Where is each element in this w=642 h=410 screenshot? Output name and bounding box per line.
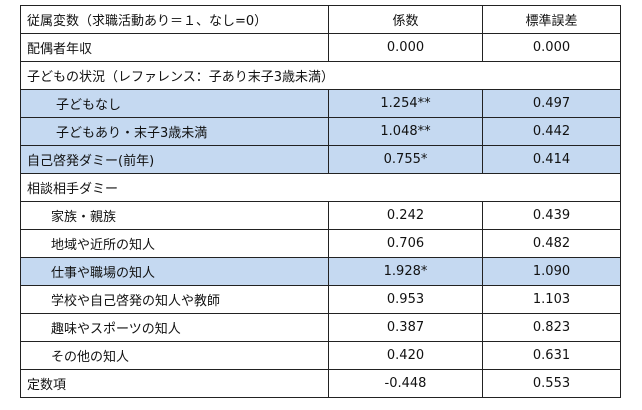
row-label: 仕事や職場の知人 — [20, 257, 329, 286]
row-coefficient: 1.048** — [328, 117, 483, 146]
section-row: 子どもの状況（レファレンス：子あり末子3歳未満） — [20, 61, 621, 90]
section-row: 相談相手ダミー — [20, 173, 621, 202]
row-std-error: 0.497 — [482, 89, 621, 118]
row-std-error: 0.442 — [482, 117, 621, 146]
row-label: 家族・親族 — [20, 201, 329, 230]
row-label: その他の知人 — [20, 341, 329, 370]
header-std-error: 標準誤差 — [482, 5, 621, 34]
table-row: その他の知人 0.420 0.631 — [20, 341, 621, 370]
table-row: 趣味やスポーツの知人 0.387 0.823 — [20, 313, 621, 342]
table-row-highlighted: 自己啓発ダミー(前年) 0.755* 0.414 — [20, 145, 621, 174]
header-variable: 従属変数（求職活動あり＝１、なし=0） — [20, 5, 329, 34]
row-std-error: 0.000 — [482, 33, 621, 62]
table-row-highlighted: 子どもあり・末子3歳未満 1.048** 0.442 — [20, 117, 621, 146]
row-label: 定数項 — [20, 369, 329, 398]
row-coefficient: 0.242 — [328, 201, 483, 230]
row-label: 子どもなし — [20, 89, 329, 118]
row-label: 学校や自己啓発の知人や教師 — [20, 285, 329, 314]
row-label: 趣味やスポーツの知人 — [20, 313, 329, 342]
row-std-error: 1.090 — [482, 257, 621, 286]
row-std-error: 0.553 — [482, 369, 621, 398]
row-std-error: 0.414 — [482, 145, 621, 174]
section-label: 相談相手ダミー — [20, 173, 329, 202]
row-std-error: 0.823 — [482, 313, 621, 342]
row-coefficient: 0.953 — [328, 285, 483, 314]
row-coefficient: 0.706 — [328, 229, 483, 258]
row-std-error: 0.631 — [482, 341, 621, 370]
header-coefficient: 係数 — [328, 5, 483, 34]
regression-table: 従属変数（求職活動あり＝１、なし=0） 係数 標準誤差 配偶者年収 0.000 … — [20, 5, 621, 398]
row-coefficient: 0.387 — [328, 313, 483, 342]
table-row-highlighted: 仕事や職場の知人 1.928* 1.090 — [20, 257, 621, 286]
row-coefficient: -0.448 — [328, 369, 483, 398]
regression-table-container: 従属変数（求職活動あり＝１、なし=0） 係数 標準誤差 配偶者年収 0.000 … — [20, 5, 621, 398]
table-row: 家族・親族 0.242 0.439 — [20, 201, 621, 230]
section-label: 子どもの状況（レファレンス：子あり末子3歳未満） — [20, 61, 334, 90]
row-coefficient: 1.928* — [328, 257, 483, 286]
table-row-highlighted: 子どもなし 1.254** 0.497 — [20, 89, 621, 118]
table-row: 地域や近所の知人 0.706 0.482 — [20, 229, 621, 258]
row-std-error: 0.439 — [482, 201, 621, 230]
row-coefficient: 1.254** — [328, 89, 483, 118]
table-row: 定数項 -0.448 0.553 — [20, 369, 621, 398]
row-coefficient: 0.755* — [328, 145, 483, 174]
row-label: 地域や近所の知人 — [20, 229, 329, 258]
row-label: 自己啓発ダミー(前年) — [20, 145, 329, 174]
table-header-row: 従属変数（求職活動あり＝１、なし=0） 係数 標準誤差 — [20, 5, 621, 34]
section-filler — [328, 61, 621, 90]
row-coefficient: 0.000 — [328, 33, 483, 62]
section-filler — [328, 173, 621, 202]
row-coefficient: 0.420 — [328, 341, 483, 370]
table-row: 学校や自己啓発の知人や教師 0.953 1.103 — [20, 285, 621, 314]
table-row: 配偶者年収 0.000 0.000 — [20, 33, 621, 62]
row-label: 子どもあり・末子3歳未満 — [20, 117, 329, 146]
row-std-error: 0.482 — [482, 229, 621, 258]
row-std-error: 1.103 — [482, 285, 621, 314]
row-label: 配偶者年収 — [20, 33, 329, 62]
